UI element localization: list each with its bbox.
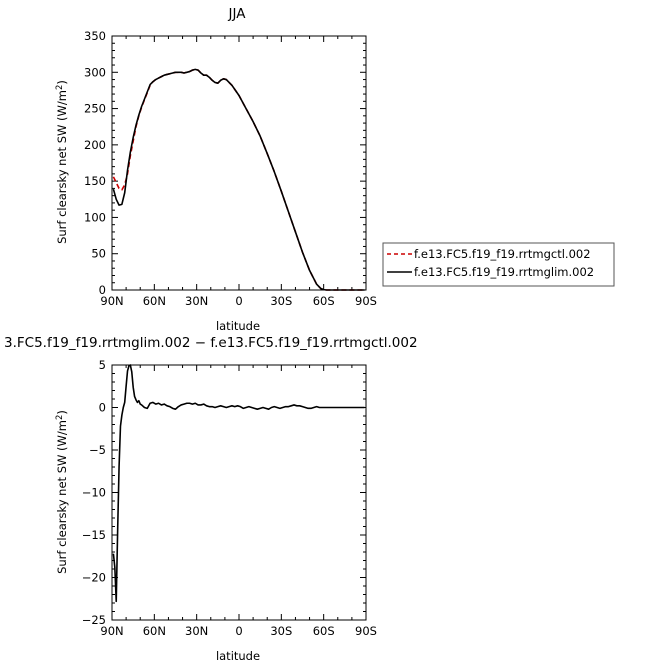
top-x-tick-label: 30S bbox=[270, 294, 292, 308]
bottom-x-tick-label: 30S bbox=[270, 624, 292, 638]
bottom-series-lines bbox=[112, 364, 365, 603]
top-plot-frame bbox=[111, 35, 367, 291]
bottom-y-tick-label: −15 bbox=[82, 528, 106, 542]
bottom-chart: 3.FC5.f19_f19.rrtmglim.002 − f.e13.FC5.f… bbox=[4, 335, 418, 663]
top-y-tick-label: 0 bbox=[99, 283, 106, 297]
bottom-x-tick-label: 60S bbox=[313, 624, 335, 638]
top-x-tick-label: 0 bbox=[235, 294, 242, 308]
top-x-tick-label: 60N bbox=[143, 294, 166, 308]
bottom-y-tick-label: −5 bbox=[89, 443, 106, 457]
top-chart-title: JJA bbox=[228, 6, 247, 22]
bottom-chart-title: 3.FC5.f19_f19.rrtmglim.002 − f.e13.FC5.f… bbox=[4, 335, 418, 351]
top-x-ticks: 90N 60N 30N 0 30S 60S 90S bbox=[100, 36, 377, 308]
top-y-tick-label: 250 bbox=[84, 102, 106, 116]
top-x-tick-label: 90N bbox=[100, 294, 123, 308]
bottom-x-tick-label: 90S bbox=[355, 624, 377, 638]
top-y-tick-label: 350 bbox=[84, 29, 106, 43]
top-series-line-0 bbox=[112, 68, 365, 291]
bottom-x-tick-label: 30N bbox=[185, 624, 208, 638]
bottom-series-line-0 bbox=[112, 364, 365, 603]
bottom-y-tick-label: −10 bbox=[82, 486, 106, 500]
bottom-plot-frame bbox=[111, 364, 367, 621]
bottom-y-tick-label: 5 bbox=[99, 358, 106, 372]
top-legend: f.e13.FC5.f19_f19.rrtmgctl.002 f.e13.FC5… bbox=[382, 242, 615, 287]
top-y-tick-label: 150 bbox=[84, 174, 106, 188]
bottom-y-tick-label: −25 bbox=[82, 613, 106, 627]
bottom-x-axis-label: latitude bbox=[216, 649, 260, 663]
top-series-lines bbox=[112, 68, 365, 291]
top-chart: JJA Surf clearsky net SW (W/m2) latitude… bbox=[55, 6, 615, 333]
top-x-tick-label: 90S bbox=[355, 294, 377, 308]
bottom-x-tick-label: 0 bbox=[235, 624, 242, 638]
top-y-tick-label: 200 bbox=[84, 138, 106, 152]
top-y-ticks: 0 50 100 150 200 250 300 350 bbox=[84, 29, 366, 297]
bottom-y-tick-label: −20 bbox=[82, 571, 106, 585]
top-y-axis-label: Surf clearsky net SW (W/m2) bbox=[55, 80, 69, 244]
bottom-x-tick-label: 90N bbox=[100, 624, 123, 638]
top-x-tick-label: 60S bbox=[313, 294, 335, 308]
bottom-y-tick-label: 0 bbox=[99, 401, 106, 415]
top-y-tick-label: 300 bbox=[84, 65, 106, 79]
top-x-axis-label: latitude bbox=[216, 319, 260, 333]
top-series-line-1 bbox=[112, 68, 365, 291]
bottom-x-tick-label: 60N bbox=[143, 624, 166, 638]
bottom-y-axis-label: Surf clearsky net SW (W/m2) bbox=[55, 410, 69, 574]
top-y-tick-label: 50 bbox=[91, 247, 106, 261]
legend-label-lim: f.e13.FC5.f19_f19.rrtmglim.002 bbox=[414, 265, 594, 279]
top-x-tick-label: 30N bbox=[185, 294, 208, 308]
legend-label-ctl: f.e13.FC5.f19_f19.rrtmgctl.002 bbox=[414, 247, 591, 261]
legend-box bbox=[382, 242, 615, 287]
top-y-tick-label: 100 bbox=[84, 210, 106, 224]
